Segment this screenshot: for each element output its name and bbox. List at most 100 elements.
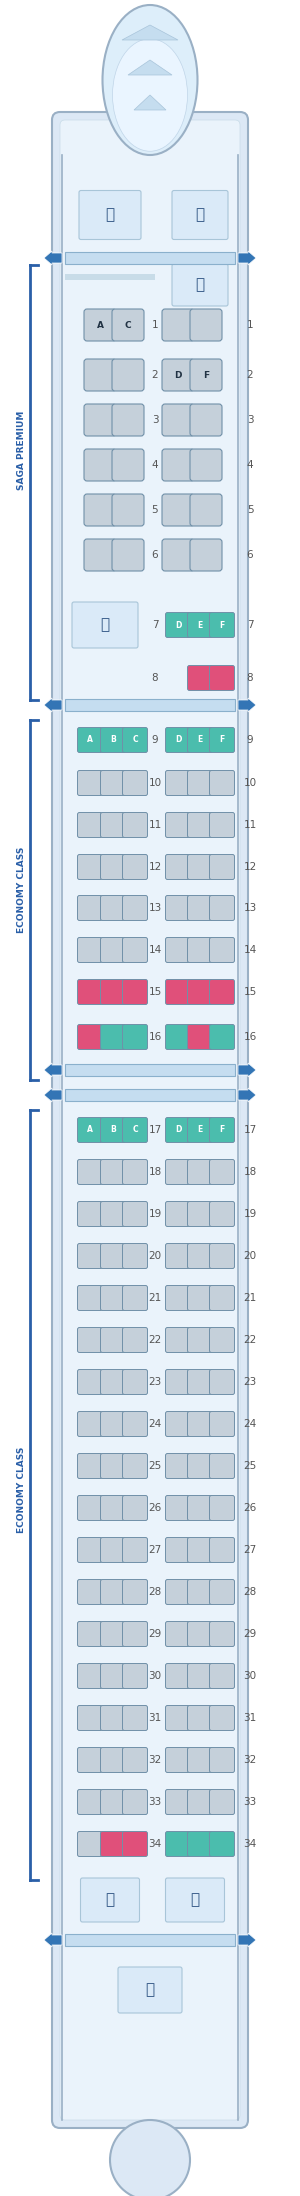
Text: 19: 19 — [243, 1210, 256, 1219]
Text: 24: 24 — [148, 1419, 162, 1430]
FancyBboxPatch shape — [84, 310, 116, 340]
Text: 13: 13 — [243, 903, 256, 914]
Text: 4: 4 — [247, 459, 253, 470]
FancyBboxPatch shape — [166, 1159, 190, 1184]
FancyArrow shape — [238, 1087, 256, 1102]
FancyBboxPatch shape — [188, 854, 212, 881]
Text: 🥤: 🥤 — [195, 206, 205, 222]
Text: 20: 20 — [148, 1252, 162, 1261]
FancyBboxPatch shape — [100, 1665, 125, 1689]
FancyBboxPatch shape — [122, 1665, 148, 1689]
Text: 18: 18 — [148, 1166, 162, 1177]
FancyBboxPatch shape — [122, 1329, 148, 1353]
Text: 13: 13 — [148, 903, 162, 914]
Text: 23: 23 — [148, 1377, 162, 1388]
FancyBboxPatch shape — [209, 1831, 235, 1856]
FancyBboxPatch shape — [209, 613, 235, 637]
FancyBboxPatch shape — [209, 1706, 235, 1730]
FancyBboxPatch shape — [166, 1878, 224, 1922]
FancyBboxPatch shape — [188, 1026, 212, 1050]
FancyBboxPatch shape — [190, 358, 222, 391]
FancyBboxPatch shape — [172, 264, 228, 305]
FancyBboxPatch shape — [209, 1495, 235, 1520]
FancyBboxPatch shape — [209, 1537, 235, 1564]
FancyBboxPatch shape — [209, 1412, 235, 1436]
FancyBboxPatch shape — [209, 1201, 235, 1228]
Polygon shape — [134, 94, 166, 110]
FancyArrow shape — [44, 1932, 62, 1948]
FancyBboxPatch shape — [122, 1454, 148, 1478]
Text: 27: 27 — [148, 1546, 162, 1555]
FancyBboxPatch shape — [188, 1285, 212, 1311]
FancyBboxPatch shape — [188, 1329, 212, 1353]
FancyBboxPatch shape — [188, 727, 212, 753]
FancyBboxPatch shape — [100, 1621, 125, 1647]
FancyBboxPatch shape — [188, 1665, 212, 1689]
FancyBboxPatch shape — [79, 191, 141, 239]
Text: 20: 20 — [243, 1252, 256, 1261]
FancyBboxPatch shape — [100, 771, 125, 795]
FancyBboxPatch shape — [60, 121, 240, 2119]
FancyBboxPatch shape — [166, 854, 190, 881]
Text: 19: 19 — [148, 1210, 162, 1219]
FancyBboxPatch shape — [209, 1748, 235, 1772]
FancyArrow shape — [44, 1087, 62, 1102]
FancyBboxPatch shape — [209, 1159, 235, 1184]
FancyBboxPatch shape — [100, 1831, 125, 1856]
Text: 6: 6 — [247, 549, 253, 560]
Text: D: D — [174, 371, 182, 380]
FancyBboxPatch shape — [188, 1412, 212, 1436]
FancyBboxPatch shape — [100, 896, 125, 920]
FancyBboxPatch shape — [188, 1537, 212, 1564]
FancyBboxPatch shape — [77, 979, 103, 1004]
Text: 18: 18 — [243, 1166, 256, 1177]
FancyBboxPatch shape — [166, 1412, 190, 1436]
FancyBboxPatch shape — [166, 1748, 190, 1772]
FancyBboxPatch shape — [77, 1243, 103, 1269]
Text: 8: 8 — [152, 672, 158, 683]
FancyBboxPatch shape — [188, 771, 212, 795]
FancyBboxPatch shape — [188, 1118, 212, 1142]
FancyBboxPatch shape — [122, 1495, 148, 1520]
FancyBboxPatch shape — [122, 1285, 148, 1311]
FancyBboxPatch shape — [100, 1790, 125, 1814]
FancyBboxPatch shape — [100, 1412, 125, 1436]
Text: 11: 11 — [243, 819, 256, 830]
Text: 10: 10 — [243, 777, 256, 788]
Text: 10: 10 — [148, 777, 162, 788]
Text: 31: 31 — [243, 1713, 256, 1724]
Text: 30: 30 — [243, 1671, 256, 1680]
Text: 32: 32 — [148, 1755, 162, 1766]
Text: 17: 17 — [243, 1124, 256, 1135]
FancyBboxPatch shape — [166, 613, 190, 637]
Text: 6: 6 — [152, 549, 158, 560]
Text: F: F — [219, 1127, 225, 1135]
Text: 25: 25 — [148, 1460, 162, 1471]
Polygon shape — [128, 59, 172, 75]
FancyBboxPatch shape — [162, 310, 194, 340]
Text: 26: 26 — [243, 1502, 256, 1513]
Text: 15: 15 — [148, 986, 162, 997]
Text: 2: 2 — [247, 369, 253, 380]
FancyBboxPatch shape — [162, 358, 194, 391]
Text: 2: 2 — [152, 369, 158, 380]
FancyBboxPatch shape — [100, 938, 125, 962]
FancyBboxPatch shape — [166, 1706, 190, 1730]
Text: C: C — [132, 1127, 138, 1135]
Text: 29: 29 — [243, 1629, 256, 1638]
Text: 24: 24 — [243, 1419, 256, 1430]
Text: 17: 17 — [148, 1124, 162, 1135]
Text: 16: 16 — [243, 1032, 256, 1041]
FancyBboxPatch shape — [77, 1706, 103, 1730]
FancyBboxPatch shape — [122, 1159, 148, 1184]
FancyBboxPatch shape — [122, 938, 148, 962]
Text: 29: 29 — [148, 1629, 162, 1638]
Text: A: A — [97, 321, 104, 329]
FancyBboxPatch shape — [209, 896, 235, 920]
FancyBboxPatch shape — [166, 1831, 190, 1856]
FancyBboxPatch shape — [122, 1370, 148, 1394]
FancyBboxPatch shape — [209, 979, 235, 1004]
FancyBboxPatch shape — [209, 1370, 235, 1394]
FancyBboxPatch shape — [100, 1537, 125, 1564]
Text: 🥤: 🥤 — [195, 277, 205, 292]
